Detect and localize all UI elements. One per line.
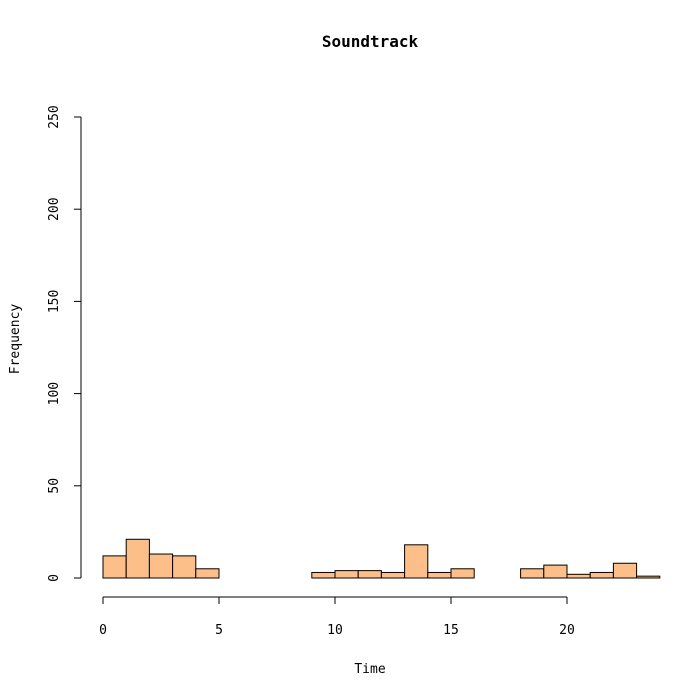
histogram-bar-19 <box>543 564 568 579</box>
y-tick-label-0: 0 <box>47 574 62 582</box>
y-tick-label-50: 50 <box>47 478 62 494</box>
y-tick-label-150: 150 <box>47 290 62 313</box>
histogram-bar-10 <box>334 570 359 579</box>
histogram-bar-23 <box>636 575 661 579</box>
histogram-bar-1 <box>125 538 150 579</box>
x-axis: 0 5 10 15 20 <box>99 596 575 638</box>
histogram-bar-3 <box>172 555 197 579</box>
y-tick-label-100: 100 <box>47 382 62 405</box>
histogram-bar-21 <box>589 571 614 579</box>
chart-title: Soundtrack <box>322 32 419 51</box>
histogram-bar-18 <box>520 568 545 579</box>
histogram-bar-20 <box>566 573 591 579</box>
y-axis-label: Frequency <box>8 304 23 375</box>
x-tick-label-20: 20 <box>559 623 575 638</box>
histogram-bar-12 <box>380 571 406 579</box>
histogram-bar-14 <box>427 571 452 579</box>
histogram-bar-22 <box>612 562 638 579</box>
y-tick-label-250: 250 <box>47 105 62 128</box>
y-axis: 0 50 100 150 200 250 <box>47 105 82 582</box>
histogram-bar-2 <box>148 553 174 579</box>
histogram-bar-11 <box>357 570 382 579</box>
x-axis-label: Time <box>354 662 385 677</box>
histogram-bar-15 <box>450 568 475 579</box>
histogram-bar-13 <box>404 544 429 579</box>
x-tick-label-0: 0 <box>99 623 107 638</box>
histogram-bar-0 <box>102 555 127 579</box>
x-tick-label-5: 5 <box>215 623 223 638</box>
histogram-bar-9 <box>311 571 336 579</box>
y-tick-label-200: 200 <box>47 197 62 220</box>
x-tick-label-10: 10 <box>327 623 343 638</box>
histogram-bar-4 <box>195 568 220 579</box>
x-tick-label-15: 15 <box>443 623 459 638</box>
bars-group <box>102 538 661 579</box>
